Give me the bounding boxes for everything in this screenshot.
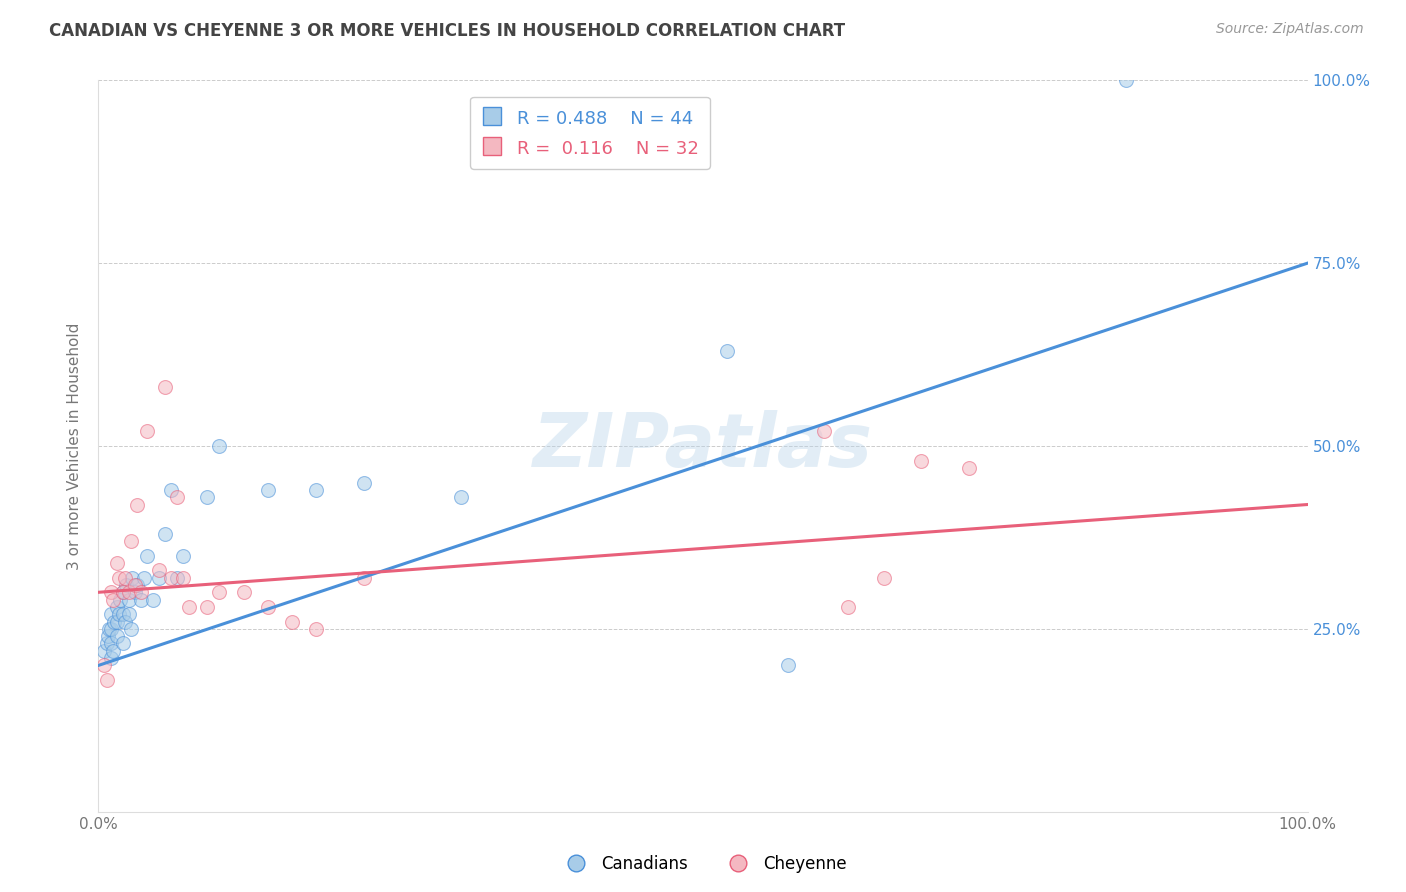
Text: ZIPatlas: ZIPatlas (533, 409, 873, 483)
Point (96, 636, 118, 650)
Point (134, 571, 156, 585)
Point (127, 578, 149, 592)
Point (114, 571, 136, 585)
Point (127, 498, 149, 512)
Point (195, 599, 218, 614)
Point (97, 629, 120, 643)
Point (100, 622, 122, 636)
Point (101, 592, 124, 607)
Point (160, 483, 183, 497)
Point (111, 585, 134, 599)
Point (256, 483, 278, 497)
Point (153, 380, 176, 394)
Point (172, 549, 194, 563)
Point (166, 490, 188, 504)
Point (135, 425, 157, 439)
Point (105, 615, 128, 629)
Point (873, 571, 896, 585)
Point (124, 585, 146, 599)
Point (813, 425, 835, 439)
Point (160, 571, 183, 585)
Point (195, 490, 218, 504)
Point (93, 644, 115, 658)
Point (281, 615, 304, 629)
Point (957, 461, 980, 475)
Point (105, 556, 128, 570)
Point (232, 585, 254, 599)
Point (353, 475, 375, 490)
Point (305, 622, 328, 636)
Point (1115, 73, 1137, 87)
Point (111, 585, 134, 599)
Text: Source: ZipAtlas.com: Source: ZipAtlas.com (1216, 22, 1364, 37)
Point (118, 592, 141, 607)
Point (108, 571, 131, 585)
Point (108, 592, 131, 607)
Y-axis label: 3 or more Vehicles in Household: 3 or more Vehicles in Household (67, 322, 83, 570)
Point (148, 571, 170, 585)
Point (172, 571, 194, 585)
Point (208, 439, 231, 453)
Point (179, 599, 201, 614)
Point (111, 607, 134, 622)
Point (118, 607, 141, 622)
Point (93, 658, 115, 673)
Point (305, 483, 328, 497)
Point (101, 644, 124, 658)
Point (100, 636, 122, 650)
Point (208, 585, 231, 599)
Point (121, 571, 143, 585)
Point (115, 578, 138, 592)
Point (98, 622, 121, 636)
Text: CANADIAN VS CHEYENNE 3 OR MORE VEHICLES IN HOUSEHOLD CORRELATION CHART: CANADIAN VS CHEYENNE 3 OR MORE VEHICLES … (49, 22, 845, 40)
Point (124, 578, 146, 592)
Point (96, 673, 118, 687)
Point (837, 599, 859, 614)
Point (148, 563, 170, 577)
Point (100, 651, 122, 665)
Point (129, 592, 152, 607)
Point (100, 585, 122, 599)
Point (910, 453, 932, 467)
Point (103, 615, 125, 629)
Point (353, 571, 375, 585)
Point (105, 599, 128, 614)
Point (716, 343, 738, 358)
Legend: R = 0.488    N = 44, R =  0.116    N = 32: R = 0.488 N = 44, R = 0.116 N = 32 (470, 96, 710, 169)
Point (135, 549, 157, 563)
Point (153, 526, 176, 541)
Point (114, 615, 136, 629)
Point (450, 490, 472, 504)
Point (776, 658, 799, 673)
Legend: Canadians, Cheyenne: Canadians, Cheyenne (553, 848, 853, 880)
Point (105, 629, 128, 643)
Point (120, 622, 142, 636)
Point (142, 592, 165, 607)
Point (129, 585, 152, 599)
Point (256, 599, 278, 614)
Point (108, 607, 131, 622)
Point (120, 534, 142, 549)
Point (118, 585, 141, 599)
Point (111, 636, 134, 650)
Point (166, 571, 188, 585)
Point (100, 607, 122, 622)
